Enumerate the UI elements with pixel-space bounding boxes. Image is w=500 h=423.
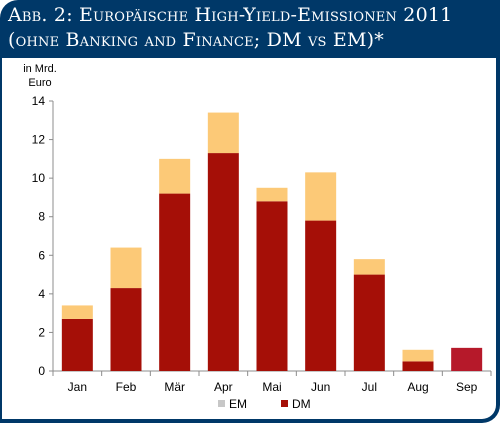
bar-chart: in Mrd. Euro 0 2 4 6 8 10 12 14 Jan Feb Mär Apr Mai… bbox=[23, 63, 492, 411]
bar-em-Mai bbox=[256, 187, 288, 202]
x-tick-label: Jul bbox=[362, 380, 377, 394]
bar-em-Jul bbox=[353, 259, 385, 275]
bars bbox=[61, 112, 483, 371]
x-tick-label: Mär bbox=[164, 380, 185, 394]
y-axis-label-line-1: in Mrd. bbox=[23, 63, 57, 75]
legend-label-em: EM bbox=[229, 397, 247, 411]
bar-dm-Aug bbox=[402, 361, 434, 371]
bar-em-Feb bbox=[110, 247, 142, 289]
bar-em-Jun bbox=[305, 172, 337, 221]
chart-panel: in Mrd. Euro 0 2 4 6 8 10 12 14 Jan Feb Mär Apr Mai… bbox=[2, 58, 496, 419]
y-tick-label: 12 bbox=[32, 133, 46, 147]
x-tick-label: Aug bbox=[407, 380, 428, 394]
bar-dm-Jul bbox=[353, 274, 385, 371]
bar-em-Apr bbox=[207, 112, 239, 154]
y-axis: 0 2 4 6 8 10 12 14 bbox=[32, 94, 54, 378]
bar-dm-Apr bbox=[207, 153, 239, 371]
y-tick-label: 14 bbox=[32, 94, 46, 108]
legend-swatch-em bbox=[218, 400, 225, 407]
y-axis-label-line-2: Euro bbox=[28, 77, 51, 89]
bar-dm-Jan bbox=[61, 318, 93, 371]
bar-dm-Mär bbox=[159, 193, 191, 371]
bar-dm-Jun bbox=[305, 220, 337, 371]
legend-label-dm: DM bbox=[292, 397, 311, 411]
bar-em-Aug bbox=[402, 349, 434, 362]
x-axis: Jan Feb Mär Apr Mai Jun Jul Aug Sep bbox=[52, 370, 492, 394]
bar-em-Mär bbox=[159, 158, 191, 194]
bar-dm-Feb bbox=[110, 288, 142, 371]
chart-title: Abb. 2: Europäische High-Yield-Emissione… bbox=[0, 0, 500, 58]
y-tick-label: 2 bbox=[38, 325, 45, 339]
y-tick-label: 0 bbox=[38, 364, 45, 378]
x-tick-label: Sep bbox=[456, 380, 478, 394]
x-tick-label: Apr bbox=[214, 380, 233, 394]
legend-swatch-dm bbox=[281, 400, 288, 407]
x-tick-label: Mai bbox=[262, 380, 281, 394]
chart-title-line-2: (ohne Banking and Finance; DM vs EM)* bbox=[8, 29, 384, 51]
bar-dm-Mai bbox=[256, 201, 288, 371]
bar-em-Jan bbox=[61, 305, 93, 319]
x-tick-label: Jun bbox=[311, 380, 330, 394]
chart-title-line-1: Abb. 2: Europäische High-Yield-Emissione… bbox=[8, 4, 453, 26]
y-tick-label: 6 bbox=[38, 248, 45, 262]
y-axis-label: in Mrd. Euro bbox=[23, 63, 57, 89]
bar-dm-Sep bbox=[451, 347, 483, 371]
y-tick-label: 4 bbox=[38, 287, 45, 301]
y-tick-label: 8 bbox=[38, 210, 45, 224]
x-tick-label: Jan bbox=[68, 380, 87, 394]
x-tick-label: Feb bbox=[116, 380, 137, 394]
y-tick-label: 10 bbox=[32, 171, 46, 185]
legend: EM DM bbox=[218, 397, 311, 411]
